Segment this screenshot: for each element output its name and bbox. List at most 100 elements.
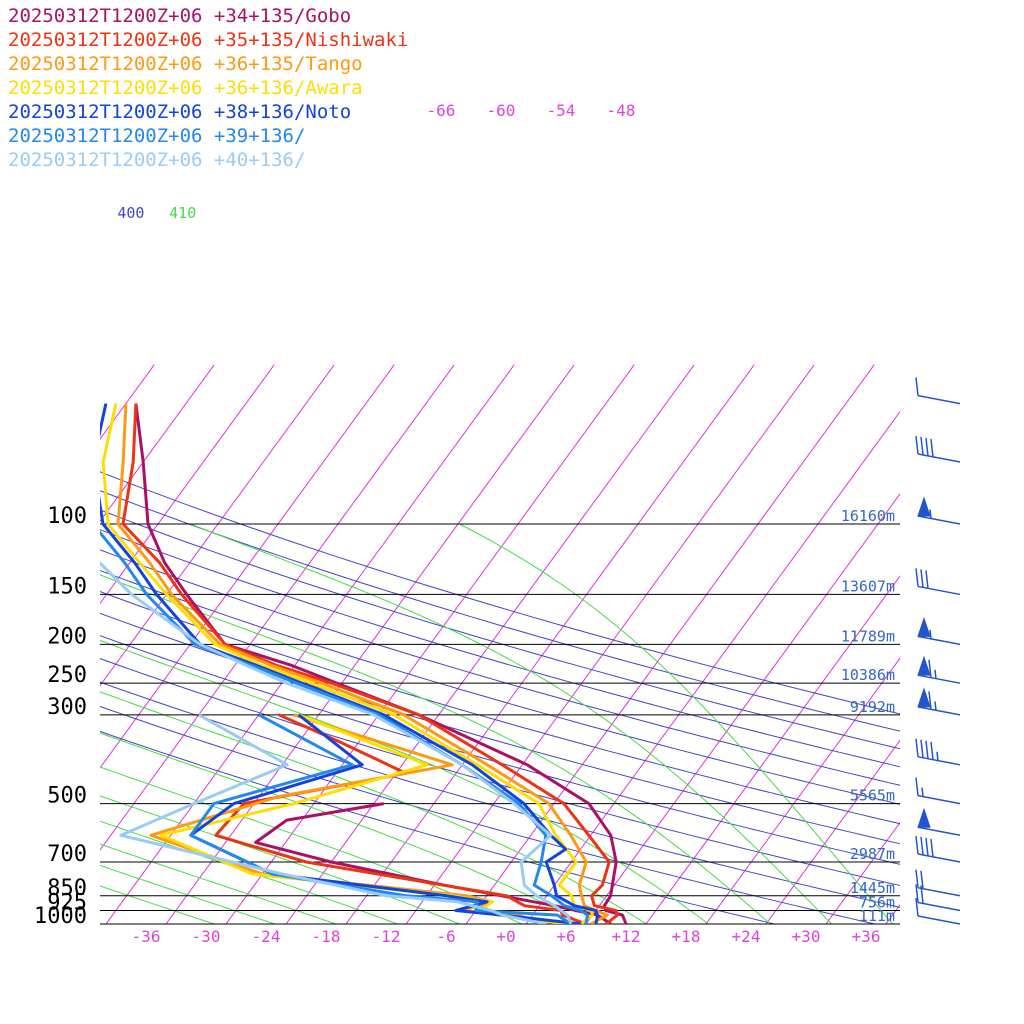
dry-adiabat-line xyxy=(100,569,900,805)
legend-entry: 20250312T1200Z+06 +38+136/Noto xyxy=(8,101,352,123)
isotherm-label: -66 xyxy=(426,101,455,120)
wind-barb-flag xyxy=(915,738,919,757)
wind-barb-staff xyxy=(917,794,961,805)
moist-adiabat-line xyxy=(100,732,586,924)
temperature-profile xyxy=(116,403,609,924)
temperature-profile xyxy=(101,403,594,924)
moist-adiabat-line xyxy=(100,691,648,924)
wind-barb-flag xyxy=(925,837,929,857)
isotherm-line xyxy=(100,364,275,605)
dewpoint-profile xyxy=(119,713,547,924)
dewpoint-profile xyxy=(189,713,582,924)
legend-entry: 20250312T1200Z+06 +40+136/ xyxy=(8,149,306,171)
isotherm-label: -48 xyxy=(606,101,635,120)
temperature-profile xyxy=(100,560,573,924)
dry-adiabat-line xyxy=(100,490,900,732)
wind-barb-staff xyxy=(917,674,961,684)
wind-barb-staff xyxy=(917,453,961,463)
pressure-tick-label: 200 xyxy=(47,624,87,649)
pressure-tick-label: 1000 xyxy=(34,904,87,929)
moist-adiabat-line xyxy=(100,820,399,924)
wind-barb-staff xyxy=(917,853,961,863)
isotherm-label: -54 xyxy=(546,101,575,120)
wind-barb-half-flag xyxy=(929,629,932,640)
temperature-tick-label: +6 xyxy=(556,927,575,946)
pressure-tick-label: 500 xyxy=(47,784,87,809)
pressure-tick-label: 300 xyxy=(47,695,87,720)
wind-barb-staff xyxy=(917,915,961,925)
legend-entry: 20250312T1200Z+06 +36+135/Tango xyxy=(8,53,363,75)
wind-barb-flag xyxy=(915,869,919,888)
wind-barb-half-flag xyxy=(929,509,932,519)
temperature-tick-label: +36 xyxy=(852,927,881,946)
temperature-tick-label: -24 xyxy=(252,927,281,946)
pressure-tick-label: 700 xyxy=(47,842,87,867)
isotherm-line xyxy=(885,903,900,924)
temperature-tick-label: -12 xyxy=(372,927,401,946)
wind-barb-pennant xyxy=(917,496,931,517)
wind-barb-flag xyxy=(920,885,924,904)
moist-adiabat-line xyxy=(459,523,894,924)
temperature-tick-label: +30 xyxy=(792,927,821,946)
wind-barb-staff xyxy=(917,756,961,766)
dry-adiabat-line xyxy=(100,612,900,845)
moist-adiabat-line xyxy=(190,523,833,924)
dry-adiabat-line xyxy=(100,471,900,715)
height-label: 16160m xyxy=(841,507,895,525)
wind-barb-staff xyxy=(917,394,961,405)
legend-entry: 20250312T1200Z+06 +35+135/Nishiwaki xyxy=(8,29,409,51)
dewpoint-profile xyxy=(159,713,567,924)
wind-barb-staff xyxy=(917,635,961,646)
height-label: 5565m xyxy=(850,787,895,805)
wind-barb-flag xyxy=(915,884,919,903)
height-label: 2987m xyxy=(850,845,895,863)
temperature-profile xyxy=(134,403,628,924)
temperature-profile xyxy=(121,403,619,924)
wind-barb-flag xyxy=(928,659,932,678)
dry-adiabat-line xyxy=(100,705,877,924)
wind-barb-flag xyxy=(920,870,924,889)
wind-barb-flag xyxy=(930,438,934,458)
temperature-tick-label: -18 xyxy=(312,927,341,946)
dry-adiabat-line xyxy=(100,591,900,825)
temperature-tick-label: +12 xyxy=(612,927,641,946)
temperature-profile xyxy=(100,403,599,924)
wind-barb-flag xyxy=(920,436,924,456)
wind-barb-pennant xyxy=(917,616,931,637)
wind-barb-flag xyxy=(920,569,924,588)
dry-adiabat-line xyxy=(100,658,900,886)
wind-barbs xyxy=(915,377,961,925)
temperature-tick-label: -6 xyxy=(436,927,455,946)
wind-barb-flag xyxy=(925,570,929,589)
legend-entry: 20250312T1200Z+06 +34+135/Gobo xyxy=(8,5,352,27)
wind-barb-flag xyxy=(928,691,932,710)
wind-barb-flag xyxy=(920,739,924,758)
isotherm-line xyxy=(705,657,900,924)
wind-barb-flag xyxy=(915,435,919,455)
moist-adiabat-line xyxy=(100,843,338,924)
dry-adiabat-line xyxy=(100,509,900,750)
wind-barb-staff xyxy=(917,706,961,716)
height-label: 111m xyxy=(859,907,895,925)
wind-barb-half-flag xyxy=(934,701,937,711)
wind-barb-flag xyxy=(915,568,919,587)
pressure-tick-label: 100 xyxy=(47,504,87,529)
wind-barb-flag xyxy=(915,897,919,917)
wind-barb-flag xyxy=(930,838,934,858)
dry-adiabat-line xyxy=(100,635,900,865)
wind-barb-flag xyxy=(915,835,919,855)
height-label: 756m xyxy=(859,893,895,911)
legend-entry: 20250312T1200Z+06 +39+136/ xyxy=(8,125,306,147)
isotherm-line xyxy=(0,365,34,924)
dry-adiabat-line xyxy=(100,529,900,768)
moist-adiabat-line xyxy=(100,864,277,924)
moist-adiabat-line xyxy=(100,574,771,924)
pressure-tick-label: 250 xyxy=(47,663,87,688)
wind-barb-flag xyxy=(925,437,929,457)
wind-barb-flag xyxy=(920,836,924,856)
wind-barb-half-flag xyxy=(934,669,937,679)
wind-barb-staff xyxy=(917,585,961,596)
pressure-tick-label: 925 xyxy=(47,890,87,915)
